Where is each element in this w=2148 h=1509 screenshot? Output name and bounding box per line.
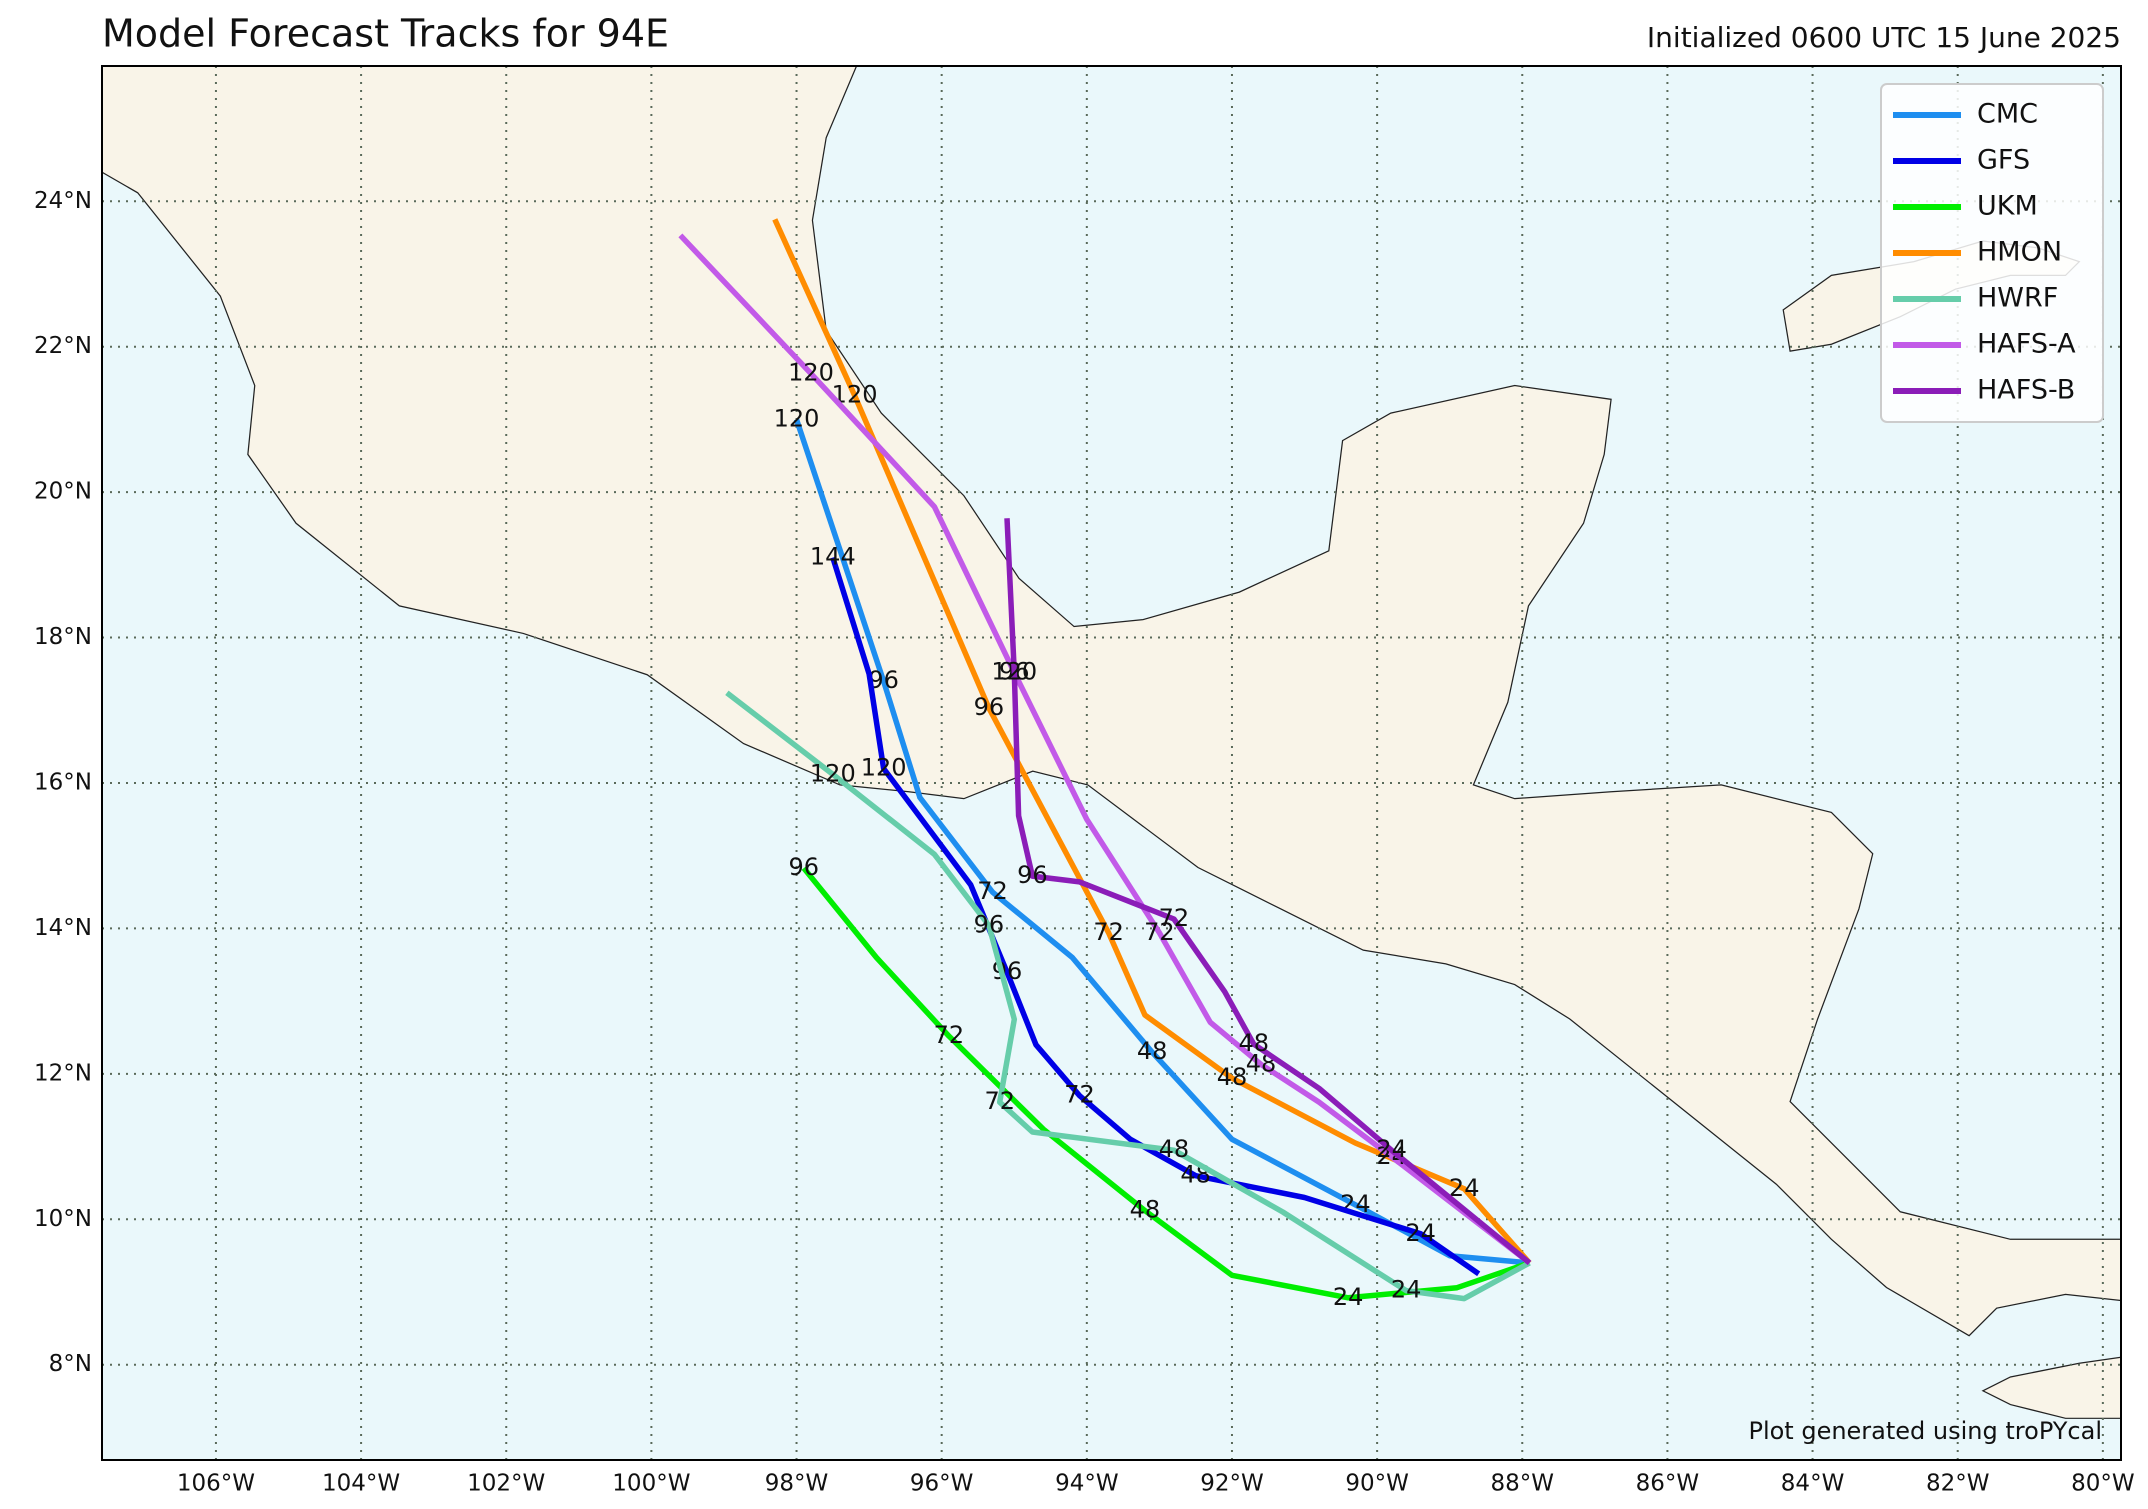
legend-label: HWRF xyxy=(1977,283,2058,314)
track-line xyxy=(772,218,1532,1265)
x-tick-label: 104°W xyxy=(322,1471,400,1497)
track-line xyxy=(830,556,1481,1277)
hour-label: 120 xyxy=(991,657,1037,685)
y-tick-label: 14°N xyxy=(34,915,92,941)
chart-subtitle: Initialized 0600 UTC 15 June 2025 xyxy=(1647,21,2121,54)
legend-label: CMC xyxy=(1977,99,2038,130)
y-tick-label: 24°N xyxy=(34,188,92,214)
legend-label: GFS xyxy=(1977,145,2030,176)
x-tick-label: 80°W xyxy=(2071,1471,2135,1497)
hour-label: 24 xyxy=(1449,1174,1480,1202)
legend-label: HAFS-A xyxy=(1977,329,2076,360)
hour-label: 120 xyxy=(861,753,907,781)
y-tick-label: 12°N xyxy=(34,1060,92,1086)
track-line xyxy=(678,233,1532,1266)
hour-label: 96 xyxy=(789,853,820,881)
x-tick-label: 94°W xyxy=(1055,1471,1119,1497)
tracks: 24 48 72 96 120 24 48 72 96 120 144 24 48 72 96 24 48 72 9… xyxy=(678,218,1532,1311)
hour-label: 48 xyxy=(1159,1135,1190,1163)
hour-label: 24 xyxy=(1376,1135,1407,1163)
legend-box xyxy=(1880,83,2104,423)
x-tick-label: 100°W xyxy=(612,1471,690,1497)
legend-label: HMON xyxy=(1977,237,2062,268)
hour-label: 48 xyxy=(1238,1029,1269,1057)
plot-frame xyxy=(101,65,2122,1461)
hour-label: 120 xyxy=(774,404,820,432)
x-tick-label: 92°W xyxy=(1200,1471,1264,1497)
legend-label: UKM xyxy=(1977,191,2038,222)
x-tick-label: 98°W xyxy=(765,1471,829,1497)
hour-label: 72 xyxy=(1064,1081,1095,1109)
hour-label: 120 xyxy=(788,359,834,387)
track-line xyxy=(1004,518,1532,1266)
x-tick-label: 102°W xyxy=(467,1471,545,1497)
y-tick-label: 18°N xyxy=(34,624,92,650)
hour-label: 72 xyxy=(1159,904,1190,932)
legend: CMC GFS UKM HMON HWRF HAFS-A HAFS-B xyxy=(1880,83,2104,423)
y-tick-label: 8°N xyxy=(49,1351,92,1377)
x-tick-label: 96°W xyxy=(910,1471,974,1497)
hour-label: 96 xyxy=(974,911,1005,939)
track-line xyxy=(725,690,1531,1302)
hour-label: 24 xyxy=(1391,1276,1422,1304)
hour-label: 96 xyxy=(1017,861,1048,889)
hour-label: 72 xyxy=(934,1021,965,1049)
y-tick-label: 16°N xyxy=(34,769,92,795)
legend-label: HAFS-B xyxy=(1977,375,2075,406)
x-tick-label: 88°W xyxy=(1491,1471,1555,1497)
chart-title: Model Forecast Tracks for 94E xyxy=(102,12,669,56)
hour-label: 72 xyxy=(1144,918,1175,946)
hour-label: 96 xyxy=(974,693,1005,721)
hour-label: 144 xyxy=(810,543,856,571)
footnote: Plot generated using troPYcal xyxy=(1748,1417,2102,1445)
y-tick-label: 20°N xyxy=(34,479,92,505)
hour-label: 72 xyxy=(984,1087,1015,1115)
hour-label: 72 xyxy=(1093,918,1124,946)
grid: 106°W 104°W 102°W 100°W 98°W 96°W 94°W 92°W 90°W… xyxy=(34,66,2135,1497)
x-tick-label: 106°W xyxy=(177,1471,255,1497)
x-tick-label: 84°W xyxy=(1781,1471,1845,1497)
x-tick-label: 86°W xyxy=(1636,1471,1700,1497)
y-tick-label: 10°N xyxy=(34,1206,92,1232)
hour-label: 24 xyxy=(1405,1219,1436,1247)
hour-label: 24 xyxy=(1333,1283,1364,1311)
x-tick-label: 90°W xyxy=(1345,1471,1409,1497)
hour-label: 48 xyxy=(1130,1196,1161,1224)
x-tick-label: 82°W xyxy=(1926,1471,1990,1497)
y-tick-label: 22°N xyxy=(34,333,92,359)
hour-label: 72 xyxy=(977,877,1008,905)
hour-label: 120 xyxy=(810,759,856,787)
hour-label: 48 xyxy=(1217,1063,1248,1091)
hour-label: 48 xyxy=(1137,1037,1168,1065)
